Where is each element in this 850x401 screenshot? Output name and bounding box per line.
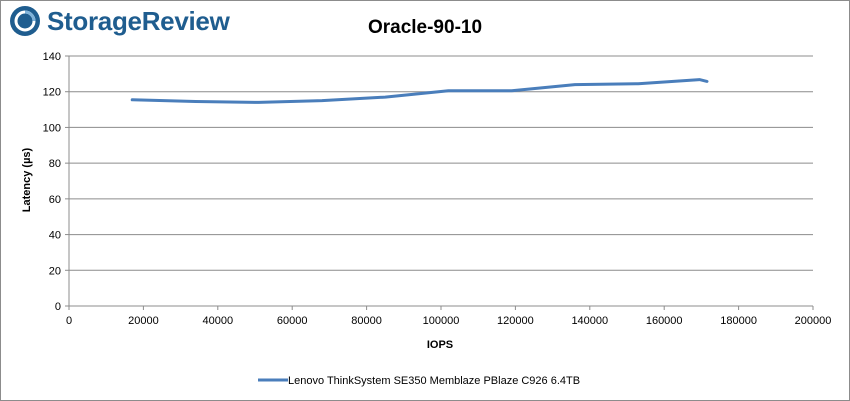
x-tick-labels: 0 20000 40000 60000 80000 100000 120000 140000 1… — [66, 306, 831, 327]
y-tick-labels: 0 20 40 60 80 100 120 140 — [43, 51, 69, 313]
legend: Lenovo ThinkSystem SE350 Memblaze PBlaze… — [258, 375, 580, 387]
x-tick-label: 20000 — [128, 315, 159, 327]
x-tick-label: 100000 — [423, 315, 460, 327]
x-tick-label: 60000 — [277, 315, 308, 327]
x-tick-label: 0 — [66, 315, 72, 327]
y-tick-label: 80 — [49, 158, 61, 170]
brand-logo: StorageReview — [9, 5, 230, 37]
chart-title: Oracle-90-10 — [368, 17, 482, 38]
y-tick-label: 120 — [43, 87, 61, 99]
storagereview-logo-icon — [10, 6, 40, 36]
y-tick-label: 20 — [49, 265, 61, 277]
x-tick-label: 200000 — [795, 315, 832, 327]
x-tick-label: 40000 — [203, 315, 234, 327]
x-tick-label: 140000 — [571, 315, 608, 327]
brand-name: StorageReview — [47, 5, 230, 36]
y-tick-label: 140 — [43, 51, 61, 63]
y-tick-label: 100 — [43, 122, 61, 134]
gridlines — [69, 55, 813, 271]
series-lines — [130, 78, 709, 104]
x-axis-label: IOPS — [427, 339, 453, 351]
x-tick-label: 120000 — [497, 315, 534, 327]
y-tick-label: 60 — [49, 194, 61, 206]
x-tick-label: 80000 — [351, 315, 382, 327]
x-tick-label: 180000 — [720, 315, 757, 327]
y-tick-label: 0 — [55, 301, 61, 313]
y-axis-label: Latency (µs) — [21, 147, 33, 212]
y-tick-label: 40 — [49, 230, 61, 242]
x-tick-label: 160000 — [646, 315, 683, 327]
legend-entry: Lenovo ThinkSystem SE350 Memblaze PBlaze… — [288, 375, 580, 387]
series-line-0 — [130, 78, 709, 104]
